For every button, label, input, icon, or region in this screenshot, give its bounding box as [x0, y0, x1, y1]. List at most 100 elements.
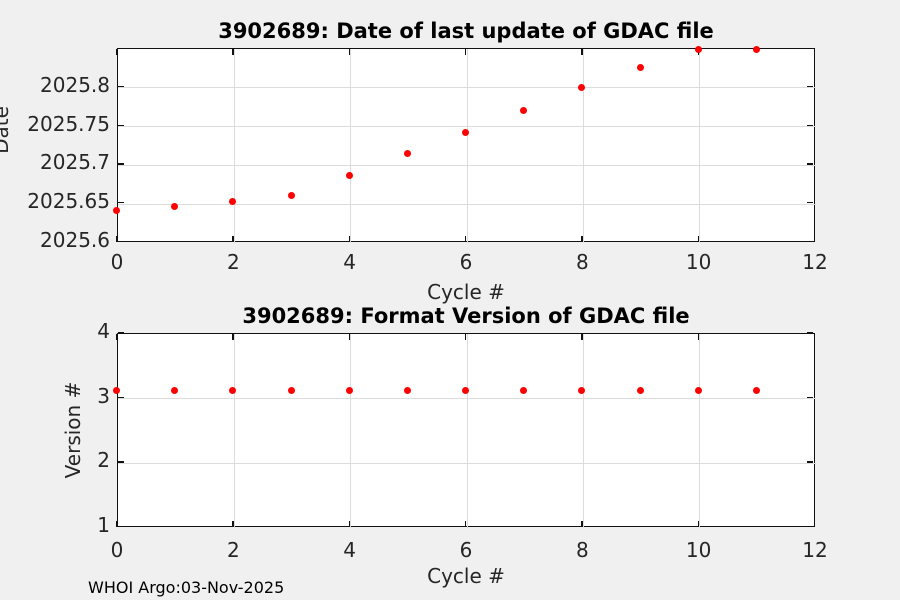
- bottom-chart-title: 3902689: Format Version of GDAC file: [242, 304, 690, 328]
- bottom-chart-x-tick-label: 2: [226, 538, 240, 562]
- top-chart-y-tick-label: 2025.8: [40, 72, 110, 97]
- bottom-chart-data-point: [578, 387, 586, 395]
- bottom-chart-x-tick-label: 8: [575, 538, 589, 562]
- top-chart-vertical-gridline: [350, 49, 352, 243]
- bottom-chart-y-tick-label: 1: [97, 513, 110, 537]
- top-chart-y-tick-mark: [807, 124, 814, 126]
- top-chart-x-tick-label: 10: [685, 250, 712, 274]
- top-chart-y-tick-mark: [118, 85, 124, 88]
- top-chart-vertical-gridline: [466, 49, 468, 243]
- bottom-chart-horizontal-gridline: [118, 462, 816, 464]
- top-chart-horizontal-gridline: [118, 203, 816, 205]
- bottom-chart-x-tick-mark: [348, 520, 350, 527]
- top-chart-plot-area: [113, 45, 816, 243]
- top-chart-data-point: [171, 203, 179, 211]
- bottom-chart-y-tick-mark: [807, 525, 814, 528]
- bottom-chart-data-point: [345, 387, 353, 395]
- top-chart-x-tick-mark: [581, 235, 583, 242]
- bottom-chart-y-tick-label: 4: [97, 319, 110, 343]
- top-chart-x-tick-label: 0: [110, 250, 124, 274]
- top-chart-horizontal-gridline: [118, 87, 816, 89]
- top-chart-y-tick-mark: [807, 240, 814, 243]
- top-chart-data-point: [636, 64, 644, 72]
- top-chart-x-tick-mark: [348, 235, 350, 242]
- bottom-chart-y-tick-mark: [118, 331, 124, 334]
- top-chart-data-point: [578, 84, 586, 92]
- bottom-chart-y-tick-label: 3: [97, 383, 110, 408]
- bottom-chart-horizontal-gridline: [118, 398, 816, 400]
- top-chart-x-axis-label: Cycle #: [427, 280, 505, 304]
- bottom-chart-x-tick-label: 10: [685, 538, 712, 562]
- top-chart-data-point: [229, 197, 237, 205]
- top-chart-y-tick-label: 2025.75: [27, 111, 110, 136]
- bottom-chart-data-point: [752, 387, 760, 395]
- top-chart-x-tick-mark: [813, 49, 816, 55]
- top-chart-vertical-gridline: [699, 49, 701, 243]
- top-chart-x-tick-mark: [813, 235, 816, 242]
- bottom-chart-x-tick-mark: [581, 334, 583, 340]
- bottom-chart-y-tick-mark: [118, 396, 124, 398]
- bottom-chart-x-tick-label: 4: [343, 538, 357, 562]
- bottom-chart-data-point: [113, 387, 121, 395]
- bottom-chart-vertical-gridline: [233, 334, 235, 528]
- top-chart-data-point: [287, 192, 295, 200]
- top-chart-x-tick-mark: [232, 235, 234, 242]
- top-chart-x-tick-label: 6: [459, 250, 473, 274]
- bottom-chart-x-tick-label: 0: [110, 538, 124, 562]
- top-chart-x-tick-label: 12: [802, 250, 828, 274]
- top-chart-y-tick-mark: [118, 202, 124, 204]
- top-chart-horizontal-gridline: [118, 164, 816, 166]
- top-chart-x-tick-mark: [464, 49, 467, 55]
- bottom-chart-data-point: [462, 387, 470, 395]
- bottom-chart-x-tick-mark: [348, 334, 350, 340]
- bottom-chart-plot-area: [113, 331, 816, 528]
- bottom-chart-vertical-gridline: [466, 334, 468, 528]
- bottom-chart-data-point: [403, 387, 411, 395]
- bottom-chart-x-tick-mark: [115, 334, 118, 340]
- top-chart-x-tick-mark: [581, 49, 583, 55]
- top-chart-y-tick-label: 2025.65: [27, 189, 110, 214]
- bottom-chart-y-tick-mark: [118, 461, 124, 463]
- top-chart-title: 3902689: Date of last update of GDAC fil…: [218, 19, 714, 43]
- bottom-chart-data-point: [171, 387, 179, 395]
- bottom-chart-vertical-gridline: [699, 334, 701, 528]
- top-chart-y-tick-mark: [118, 240, 124, 243]
- top-chart-x-tick-mark: [115, 235, 118, 242]
- top-chart-x-tick-label: 2: [226, 250, 240, 274]
- top-chart-data-point: [345, 172, 353, 180]
- top-chart-y-tick-label: 2025.6: [40, 228, 110, 252]
- bottom-chart-x-tick-mark: [464, 334, 467, 340]
- bottom-chart-data-point: [229, 387, 237, 395]
- top-chart-x-tick-mark: [464, 235, 467, 242]
- top-chart-vertical-gridline: [582, 49, 584, 243]
- bottom-chart-data-point: [520, 387, 528, 395]
- bottom-chart-y-tick-mark: [118, 525, 124, 528]
- bottom-chart-y-tick-label: 2: [97, 448, 110, 473]
- top-chart-data-point: [113, 207, 121, 215]
- top-chart-y-tick-mark: [807, 202, 814, 204]
- top-chart-y-tick-mark: [118, 163, 124, 165]
- top-chart-y-tick-mark: [118, 124, 124, 126]
- bottom-chart-vertical-gridline: [350, 334, 352, 528]
- bottom-chart-y-tick-mark: [807, 396, 814, 398]
- top-chart-data-point: [694, 45, 702, 53]
- bottom-chart-x-axis-label: Cycle #: [427, 564, 505, 588]
- bottom-chart-x-tick-mark: [115, 520, 118, 527]
- bottom-chart-y-tick-mark: [807, 461, 814, 463]
- top-chart-y-tick-mark: [807, 163, 814, 165]
- bottom-chart-x-tick-mark: [697, 520, 699, 527]
- top-chart-x-tick-label: 4: [343, 250, 357, 274]
- bottom-chart-y-tick-mark: [807, 331, 814, 334]
- bottom-chart-vertical-gridline: [582, 334, 584, 528]
- bottom-chart-x-tick-label: 12: [802, 538, 828, 562]
- bottom-chart-data-point: [636, 387, 644, 395]
- bottom-chart-x-tick-label: 6: [459, 538, 473, 562]
- top-chart-data-point: [462, 129, 470, 137]
- top-chart-x-tick-mark: [697, 235, 699, 242]
- top-chart-data-point: [403, 150, 411, 158]
- bottom-chart-x-tick-mark: [813, 520, 816, 527]
- bottom-chart-x-tick-mark: [232, 520, 234, 527]
- bottom-chart-data-point: [287, 387, 295, 395]
- bottom-chart-data-point: [694, 387, 702, 395]
